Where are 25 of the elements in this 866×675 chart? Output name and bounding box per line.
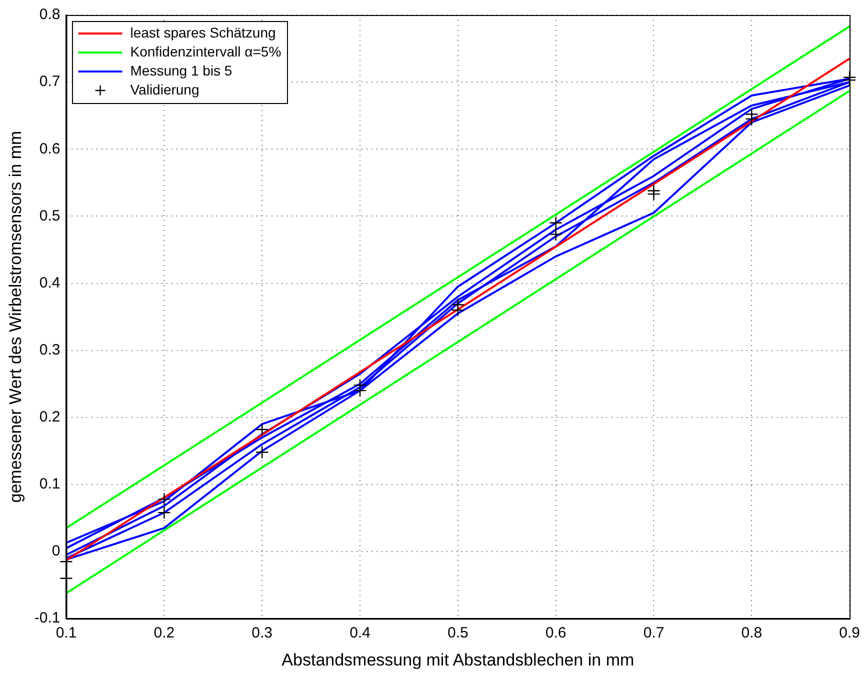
x-tick-label: 0.3	[252, 624, 273, 642]
legend-label: least spares Schätzung	[130, 24, 276, 40]
x-tick-label: 0.7	[643, 624, 664, 642]
legend-label: Messung 1 bis 5	[130, 62, 232, 78]
y-tick-label: 0.6	[39, 140, 60, 158]
x-tick-label: 0.9	[839, 624, 860, 642]
x-tick-label: 0.1	[56, 624, 77, 642]
legend-label: Konfidenzintervall α=5%	[130, 43, 282, 60]
x-tick-label: 0.5	[447, 624, 468, 642]
x-tick-label: 0.4	[350, 624, 370, 642]
x-tick-label: 0.2	[154, 624, 175, 642]
x-tick-label: 0.6	[545, 624, 566, 642]
x-tick-label: 0.8	[741, 624, 762, 642]
legend-label: Validierung	[130, 81, 200, 98]
y-axis-title: gemessener Wert des Wirbelstromsensors in mm	[6, 130, 25, 503]
x-axis-title: Abstandsmessung mit Abstandsblechen in mm	[282, 650, 634, 670]
y-tick-label: 0.1	[39, 476, 60, 493]
y-tick-label: -0.1	[34, 610, 60, 627]
y-tick-label: 0.2	[39, 408, 60, 426]
y-tick-label: 0.5	[39, 207, 60, 224]
y-tick-label: 0.4	[39, 274, 60, 292]
y-tick-label: 0.7	[39, 73, 60, 90]
y-tick-label: 0.3	[39, 341, 60, 358]
y-tick-label: 0.8	[39, 6, 60, 24]
y-tick-label: 0	[52, 542, 60, 560]
